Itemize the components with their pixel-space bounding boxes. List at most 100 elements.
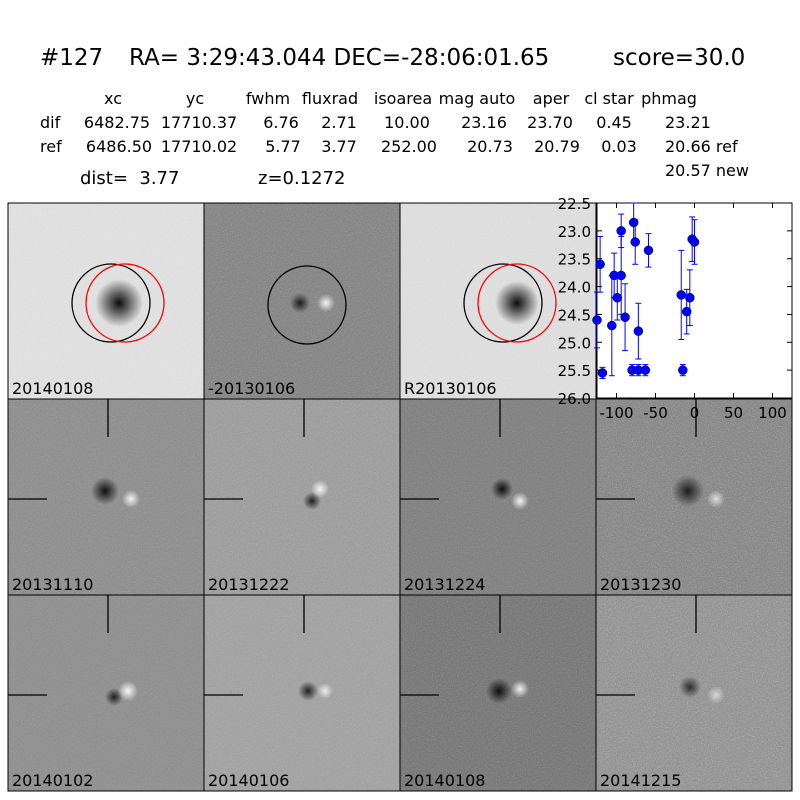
image-stamp: 20141215 — [595, 594, 793, 792]
y-tick-label: 25.5 — [558, 362, 591, 380]
y-tick-label: 22.5 — [558, 195, 591, 213]
column-header: mag auto — [439, 89, 516, 108]
image-stamp: 20140106 — [203, 594, 401, 792]
data-point — [612, 292, 623, 303]
stamp-label: 20140108 — [12, 379, 93, 398]
data-point — [592, 315, 602, 325]
image-stamp: 20140102 — [7, 594, 205, 792]
distance: dist= 3.77 — [80, 168, 179, 189]
image-stamp: 20131224 — [399, 398, 597, 596]
source-blob — [491, 478, 513, 500]
image-stamp: 20140108 — [7, 202, 205, 400]
table-cell: 6482.75 — [84, 113, 150, 132]
stamp-label: 20140106 — [208, 771, 289, 790]
y-tick-label: 26.0 — [558, 390, 591, 408]
stamp-label: 20140102 — [12, 771, 93, 790]
stamp-border — [595, 594, 793, 792]
y-tick-label: 23.0 — [558, 223, 591, 241]
source-blob — [707, 490, 725, 508]
image-stamp: R20130106 — [399, 202, 597, 400]
stamp-label: 20131224 — [404, 575, 485, 594]
table-cell: 23.70 — [527, 113, 573, 132]
stamp-label: 20141215 — [600, 771, 681, 790]
aperture-circle — [463, 263, 543, 343]
source-blob — [511, 492, 529, 510]
stamp-label: 20131110 — [12, 575, 93, 594]
source-blob — [495, 281, 539, 325]
source-blob — [317, 294, 335, 312]
table-cell: 2.71 — [321, 113, 357, 132]
data-point — [640, 365, 651, 375]
image-stamp: 20140108 — [399, 594, 597, 792]
data-point — [676, 290, 686, 300]
table-cell: 10.00 — [384, 113, 430, 132]
data-point — [607, 320, 617, 331]
aperture-circle — [477, 263, 557, 343]
source-blob — [311, 480, 329, 498]
column-header: cl star — [584, 89, 634, 108]
column-header: phmag — [641, 89, 697, 108]
stamp-label: 20140108 — [404, 771, 485, 790]
aperture-circle — [85, 263, 165, 343]
source-blob — [290, 293, 310, 313]
data-point — [616, 270, 626, 281]
table-cell: 17710.02 — [161, 137, 237, 156]
image-stamp: 20131110 — [7, 398, 205, 596]
data-point — [685, 292, 695, 303]
x-tick-label: -50 — [643, 404, 668, 422]
table-cell: 20.79 — [534, 137, 580, 156]
source-blob — [298, 681, 318, 701]
column-header: yc — [186, 89, 204, 108]
table-cell: 252.00 — [381, 137, 437, 156]
coordinates: RA= 3:29:43.044 DEC=-28:06:01.65 — [129, 45, 549, 71]
x-tick-label: 0 — [690, 404, 700, 422]
score: score=30.0 — [613, 45, 745, 71]
stamp-label: 20131230 — [600, 575, 681, 594]
stamp-label: 20131222 — [208, 575, 289, 594]
light-curve-chart: 22.5 23.0 23.5 24.0 24.5 25.0 25.5 26.0 -100 -50 0… — [558, 195, 793, 422]
source-blob — [672, 475, 704, 507]
column-header: isoarea — [374, 89, 432, 108]
data-point — [630, 237, 640, 247]
column-header: xc — [104, 89, 122, 108]
data-point — [689, 237, 700, 247]
column-header: fluxrad — [302, 89, 358, 108]
table-cell: 23.21 — [665, 113, 711, 132]
data-point — [595, 259, 605, 270]
data-point — [678, 365, 688, 375]
redshift: z=0.1272 — [258, 168, 346, 189]
source-blob — [95, 279, 143, 327]
stamp-noise — [204, 399, 400, 595]
data-point — [620, 312, 630, 322]
x-tick-label: 50 — [724, 404, 743, 422]
y-tick-label: 23.5 — [558, 251, 591, 269]
data-point — [616, 226, 626, 236]
stamp-label: -20130106 — [208, 379, 295, 398]
x-tick-label: -100 — [599, 404, 633, 422]
row-label: ref — [40, 137, 62, 156]
source-blob — [679, 676, 701, 698]
candidate-id: #127 — [40, 45, 103, 71]
source-blob — [122, 490, 140, 508]
column-header: aper — [533, 89, 570, 108]
data-point — [628, 217, 639, 228]
table-cell: 23.16 — [461, 113, 507, 132]
phmag-note: 20.57 new — [665, 161, 749, 180]
y-tick-label: 24.0 — [558, 279, 591, 297]
source-blob — [91, 477, 119, 505]
table-cell: 20.66 ref — [665, 137, 738, 156]
data-point — [597, 368, 608, 378]
source-blob — [707, 686, 725, 704]
image-stamp: 20131222 — [203, 398, 401, 596]
table-cell: 6.76 — [263, 113, 299, 132]
data-point — [643, 245, 654, 256]
y-tick-label: 24.5 — [558, 306, 591, 324]
table-cell: 0.45 — [596, 113, 632, 132]
y-tick-label: 25.0 — [558, 334, 591, 352]
row-label: dif — [40, 113, 61, 132]
table-cell: 0.03 — [601, 137, 637, 156]
aperture-circle — [71, 263, 151, 343]
column-header: fwhm — [246, 89, 290, 108]
stamp-label: R20130106 — [404, 379, 497, 398]
